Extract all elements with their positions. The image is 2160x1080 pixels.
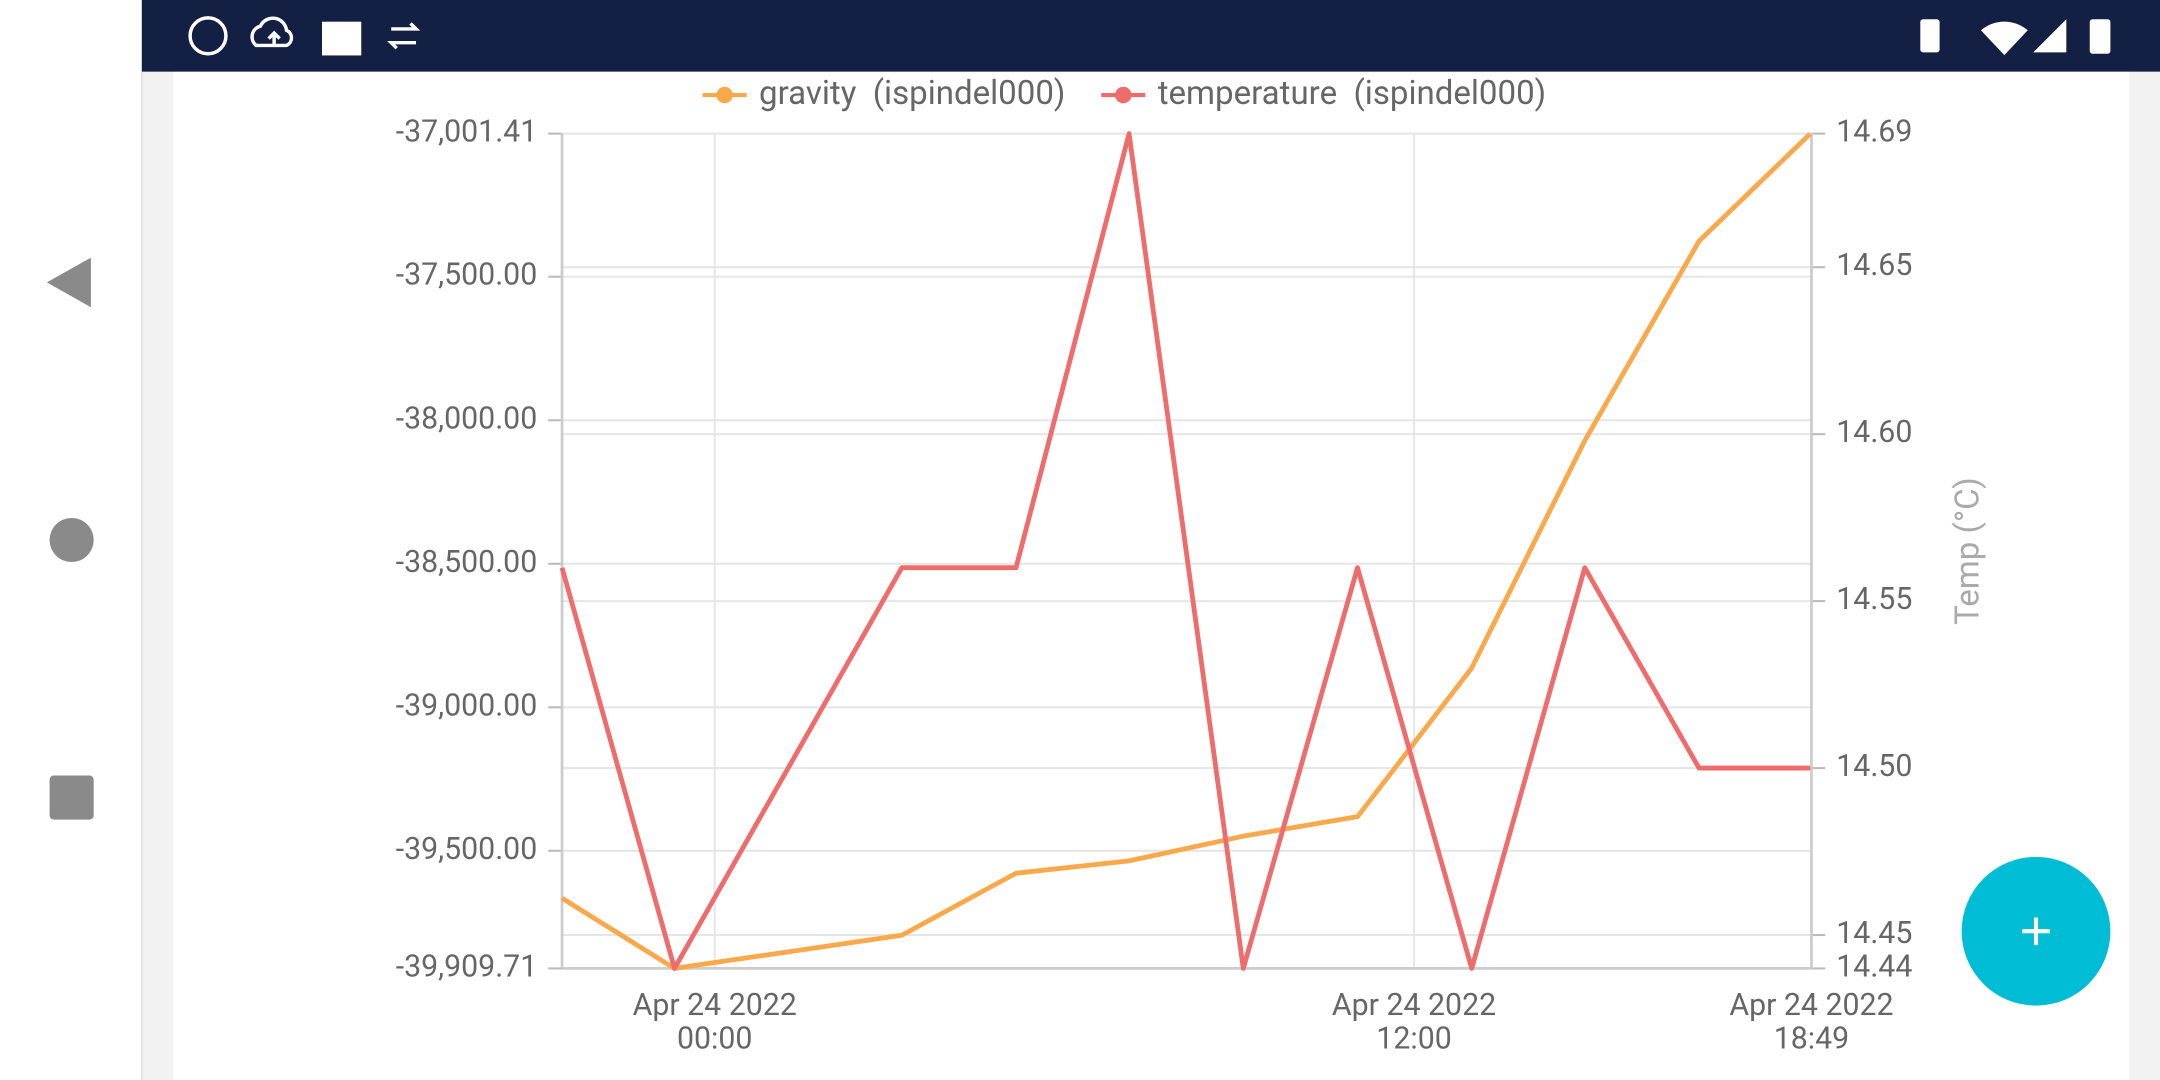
x-tick-label: Apr 24 2022 00:00 (633, 988, 797, 1056)
plot: Apr 24 2022 00:00 Apr 24 2022 12:00 Apr 24 2… (396, 74, 1913, 1057)
y2-tick-label: 14.65 (1836, 248, 1912, 283)
system-icons (1920, 19, 2111, 56)
legend-marker (716, 86, 733, 104)
android-icon (322, 21, 362, 56)
transfer-icon (387, 22, 421, 50)
series-line (559, 131, 1811, 971)
y2-tick-label: 14.69 (1836, 115, 1912, 150)
y-tick-label: -37,500.00 (396, 258, 538, 293)
y2-axis-label: Temp (°C) (1949, 477, 1988, 625)
y2-tick-label: 14.50 (1836, 749, 1912, 784)
legend: gravity (ispindel000) temperature (ispind… (702, 74, 1546, 113)
y2-tick-label: 14.44 (1836, 949, 1912, 984)
y-tick-label: -39,909.71 (396, 949, 538, 984)
status-bar (141, 0, 2160, 72)
y-tick-label: -39,000.00 (396, 688, 538, 723)
upload-icon (250, 16, 294, 48)
back-button[interactable] (46, 257, 91, 308)
y-tick-label: -38,500.00 (396, 545, 538, 580)
y-tick-label: -37,001.41 (396, 115, 538, 150)
y-tick-label: -39,500.00 (396, 832, 538, 867)
series-line (560, 131, 1812, 971)
whatsapp-icon (188, 16, 228, 56)
y2-tick-label: 14.60 (1836, 415, 1912, 450)
battery-icon (2089, 19, 2111, 54)
x-tick-label: Apr 24 2022 18:49 (1729, 988, 1893, 1056)
home-button[interactable] (49, 517, 94, 563)
add-icon (2022, 917, 2050, 946)
legend-label: temperature (ispindel000) (1158, 74, 1546, 113)
status-icons (188, 16, 421, 56)
wifi-icon (1980, 21, 2028, 56)
vibrate-icon (1920, 19, 1940, 53)
recents-button[interactable] (49, 775, 94, 820)
y2-tick-label: 14.45 (1836, 916, 1912, 951)
chart-card (173, 71, 2130, 1080)
y-tick-label: -38,000.00 (396, 401, 538, 436)
y2-tick-label: 14.55 (1836, 582, 1912, 617)
legend-marker (1115, 86, 1132, 104)
legend-label: gravity (ispindel000) (759, 74, 1065, 113)
x-tick-label: Apr 24 2022 12:00 (1332, 988, 1496, 1056)
